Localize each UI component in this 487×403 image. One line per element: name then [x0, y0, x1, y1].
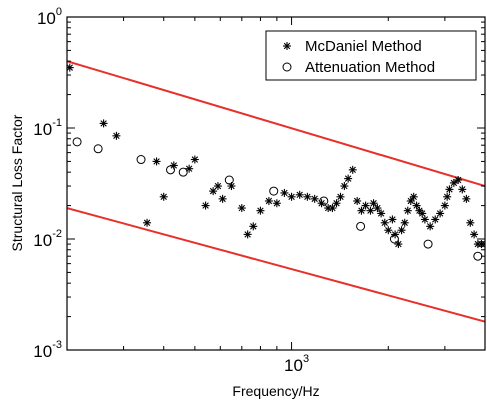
mcdaniel-point — [353, 196, 362, 205]
mcdaniel-point — [332, 199, 341, 208]
legend-box — [265, 30, 477, 81]
mcdaniel-point — [412, 201, 421, 210]
mcdaniel-point — [159, 192, 168, 201]
legend: McDaniel Method Attenuation Method — [265, 30, 477, 81]
mcdaniel-point — [449, 178, 458, 187]
mcdaniel-point — [445, 185, 454, 194]
lower-bound-line — [67, 207, 485, 323]
attenuation-point — [93, 144, 103, 154]
mcdaniel-point — [272, 199, 281, 208]
mcdaniel-point — [440, 201, 449, 210]
mcdaniel-point — [436, 209, 445, 218]
mcdaniel-point — [209, 187, 218, 196]
mcdaniel-point — [397, 226, 406, 235]
attenuation-point — [269, 186, 279, 196]
mcdaniel-point — [152, 157, 161, 166]
legend-label: McDaniel Method — [305, 38, 422, 55]
mcdaniel-point — [394, 240, 403, 249]
mcdaniel-point — [143, 218, 152, 227]
mcdaniel-point — [344, 174, 353, 183]
mcdaniel-point — [287, 192, 296, 201]
mcdaniel-point — [340, 182, 349, 191]
attenuation-point — [473, 251, 483, 261]
mcdaniel-point — [384, 226, 393, 235]
mcdaniel-point — [357, 206, 366, 215]
mcdaniel-point — [391, 230, 400, 239]
mcdaniel-point — [400, 218, 409, 227]
mcdaniel-point — [264, 196, 273, 205]
mcdaniel-point — [418, 209, 427, 218]
mcdaniel-point — [458, 185, 467, 194]
x-axis-label: Frequency/Hz — [232, 383, 319, 399]
mcdaniel-point — [369, 199, 378, 208]
mcdaniel-point — [303, 192, 312, 201]
y-tick-label: 10-3 — [33, 339, 62, 361]
mcdaniel-point — [361, 201, 370, 210]
attenuation-point — [72, 137, 82, 147]
y-tick-label: 10-1 — [33, 117, 62, 139]
mcdaniel-point — [280, 188, 289, 197]
mcdaniel-point — [218, 194, 227, 203]
mcdaniel-point — [454, 176, 463, 185]
mcdaniel-point — [431, 215, 440, 224]
y-axis-label: Structural Loss Factor — [9, 114, 25, 251]
mcdaniel-point — [443, 192, 452, 201]
legend-entries: McDaniel Method Attenuation Method — [282, 38, 435, 76]
mcdaniel-point — [377, 209, 386, 218]
mcdaniel-point — [406, 196, 415, 205]
y-tick-label: 10-2 — [33, 228, 62, 250]
x-tick-label: 103 — [284, 353, 309, 375]
attenuation-point — [224, 175, 234, 185]
mcdaniel-point — [243, 230, 252, 239]
attenuation-point — [136, 155, 146, 165]
mcdaniel-point — [336, 192, 345, 201]
mcdaniel-point — [388, 215, 397, 224]
mcdaniel-point — [249, 222, 258, 231]
attenuation-point — [356, 221, 366, 231]
mcdaniel-point — [213, 182, 222, 191]
attenuation-point — [389, 234, 399, 244]
attenuation-point — [423, 239, 433, 249]
mcdaniel-point — [466, 218, 475, 227]
legend-star-icon — [283, 42, 291, 50]
upper-bound-line — [67, 60, 485, 187]
mcdaniel-point — [373, 204, 382, 213]
mcdaniel-point — [256, 206, 265, 215]
mcdaniel-point — [403, 206, 412, 215]
mcdaniel-point — [295, 190, 304, 199]
mcdaniel-point — [420, 215, 429, 224]
mcdaniel-point — [409, 192, 418, 201]
plot-area — [67, 60, 485, 323]
mcdaniel-point — [237, 204, 246, 213]
mcdaniel-point — [366, 206, 375, 215]
legend-label: Attenuation Method — [305, 59, 435, 76]
attenuation-point — [166, 165, 176, 175]
mcdaniel-point — [310, 194, 319, 203]
mcdaniel-point — [348, 165, 357, 174]
attenuation-point — [178, 167, 188, 177]
mcdaniel-point — [380, 218, 389, 227]
y-tick-label: 100 — [37, 6, 62, 28]
mcdaniel-point — [426, 222, 435, 231]
mcdaniel-point — [470, 230, 479, 239]
plot-layer — [67, 60, 485, 323]
plot-frame — [66, 16, 486, 351]
mcdaniel-point — [185, 164, 194, 173]
mcdaniel-point — [99, 119, 108, 128]
mcdaniel-point — [112, 131, 121, 140]
mcdaniel-point — [190, 155, 199, 164]
mcdaniel-point — [462, 194, 471, 203]
mcdaniel-point — [201, 201, 210, 210]
axis-labels: Frequency/Hz Structural Loss Factor — [9, 114, 320, 399]
tick-layer: 100 10-1 10-2 10-3 103 — [33, 6, 485, 375]
legend-circle-icon — [282, 62, 292, 72]
mcdaniel-point — [317, 199, 326, 208]
attenuation-point — [319, 196, 329, 206]
